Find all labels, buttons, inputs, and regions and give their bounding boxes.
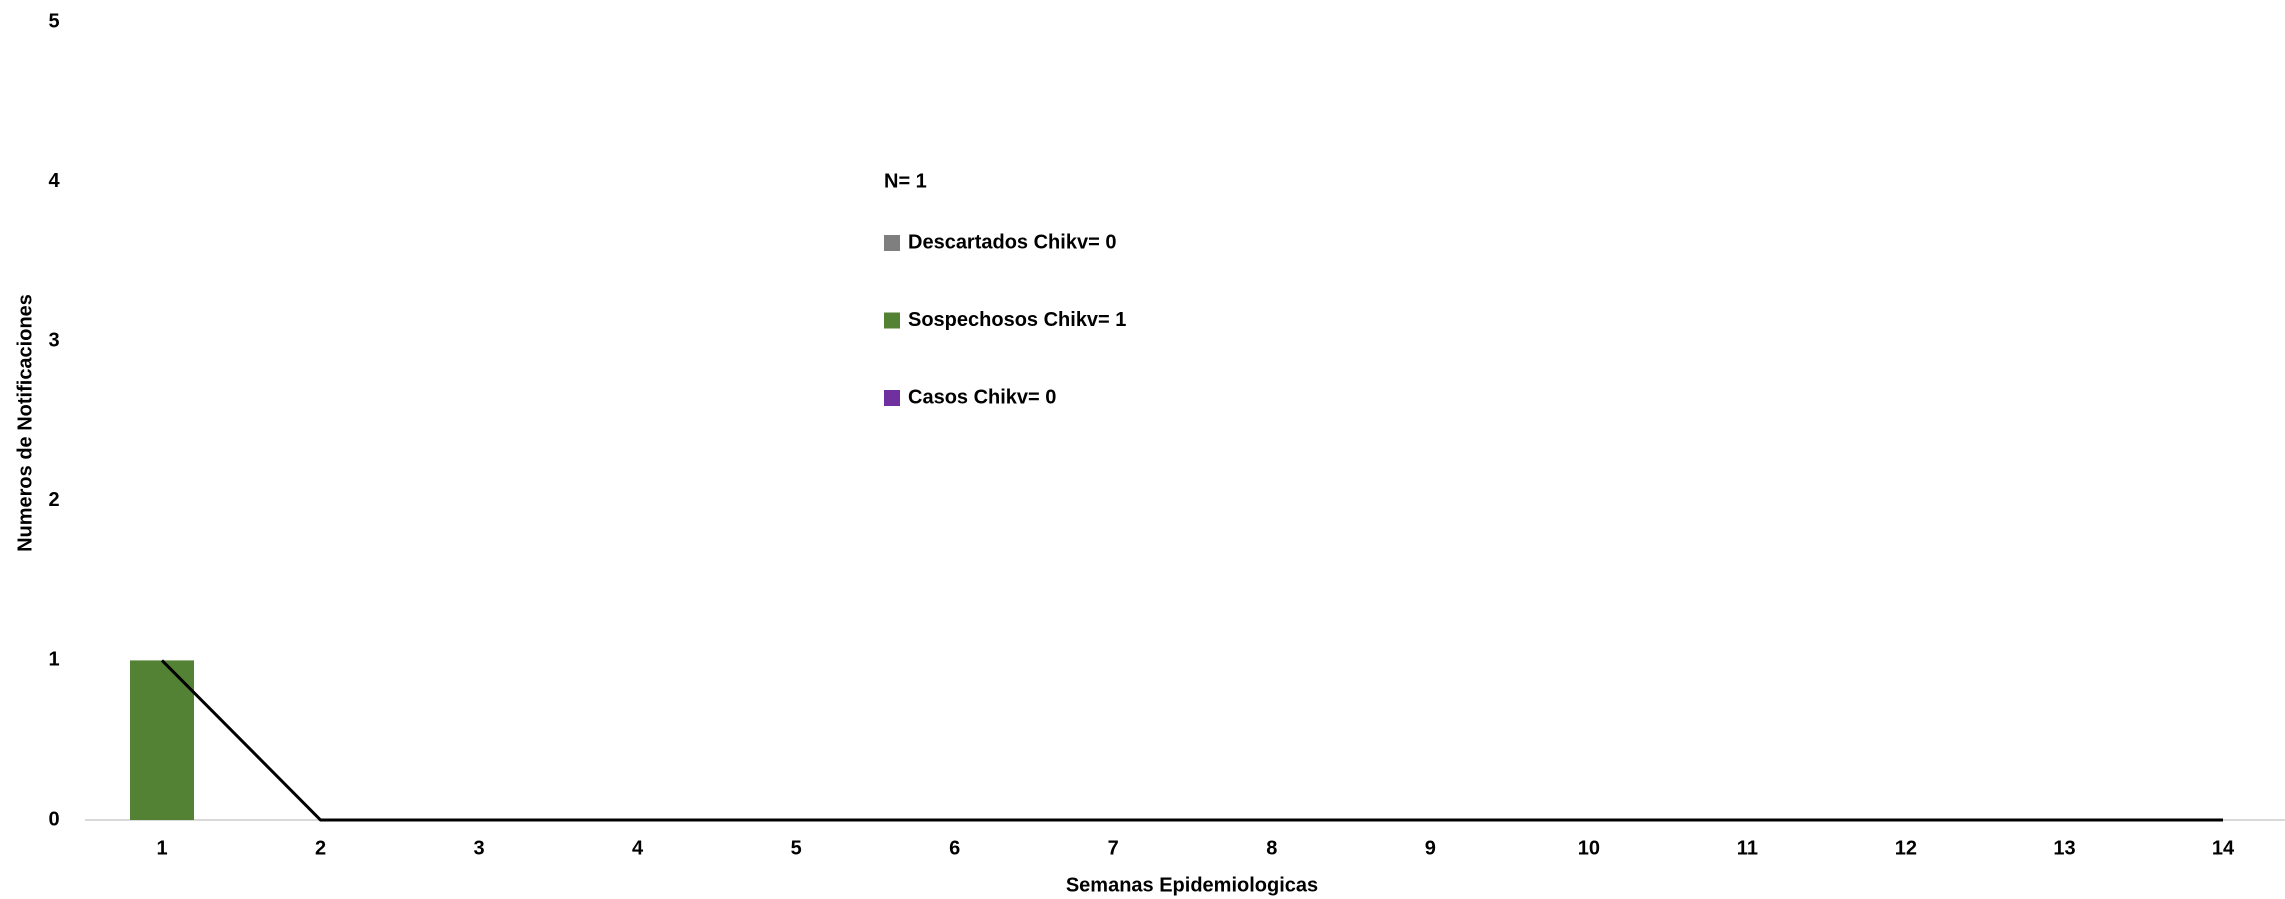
legend-label: Sospechosos Chikv= 1 xyxy=(908,309,1126,331)
x-axis-title: Semanas Epidemiologicas xyxy=(1066,874,1318,896)
x-tick-label: 12 xyxy=(1895,837,1917,859)
x-tick-label: 8 xyxy=(1266,837,1277,859)
x-tick-label: 14 xyxy=(2212,837,2235,859)
annotation: N= 1 xyxy=(884,170,927,192)
y-tick-label: 5 xyxy=(48,10,59,32)
legend-label: Descartados Chikv= 0 xyxy=(908,231,1116,253)
legend-swatch xyxy=(884,390,900,406)
y-tick-label: 4 xyxy=(48,170,60,192)
legend-label: Casos Chikv= 0 xyxy=(908,386,1056,408)
line xyxy=(162,660,2223,820)
x-tick-label: 3 xyxy=(474,837,485,859)
y-tick-label: 2 xyxy=(48,489,59,511)
y-tick-label: 3 xyxy=(48,329,59,351)
x-tick-label: 5 xyxy=(791,837,802,859)
page: N= 1 Semanas Epidemiologicas Numeros de … xyxy=(0,0,2285,899)
x-tick-label: 10 xyxy=(1578,837,1600,859)
x-tick-label: 1 xyxy=(156,837,167,859)
y-tick-label: 1 xyxy=(48,649,59,671)
x-tick-label: 4 xyxy=(632,837,644,859)
x-tick-label: 9 xyxy=(1425,837,1436,859)
x-tick-label: 2 xyxy=(315,837,326,859)
x-tick-label: 13 xyxy=(2053,837,2075,859)
y-tick-label: 0 xyxy=(48,808,59,830)
chart: N= 1 Semanas Epidemiologicas Numeros de … xyxy=(0,0,2285,899)
x-tick-label: 11 xyxy=(1737,837,1758,859)
y-axis-title: Numeros de Notificaciones xyxy=(14,294,36,552)
legend-swatch xyxy=(884,313,900,329)
x-tick-label: 7 xyxy=(1108,837,1119,859)
x-tick-label: 6 xyxy=(949,837,960,859)
legend-swatch xyxy=(884,235,900,251)
